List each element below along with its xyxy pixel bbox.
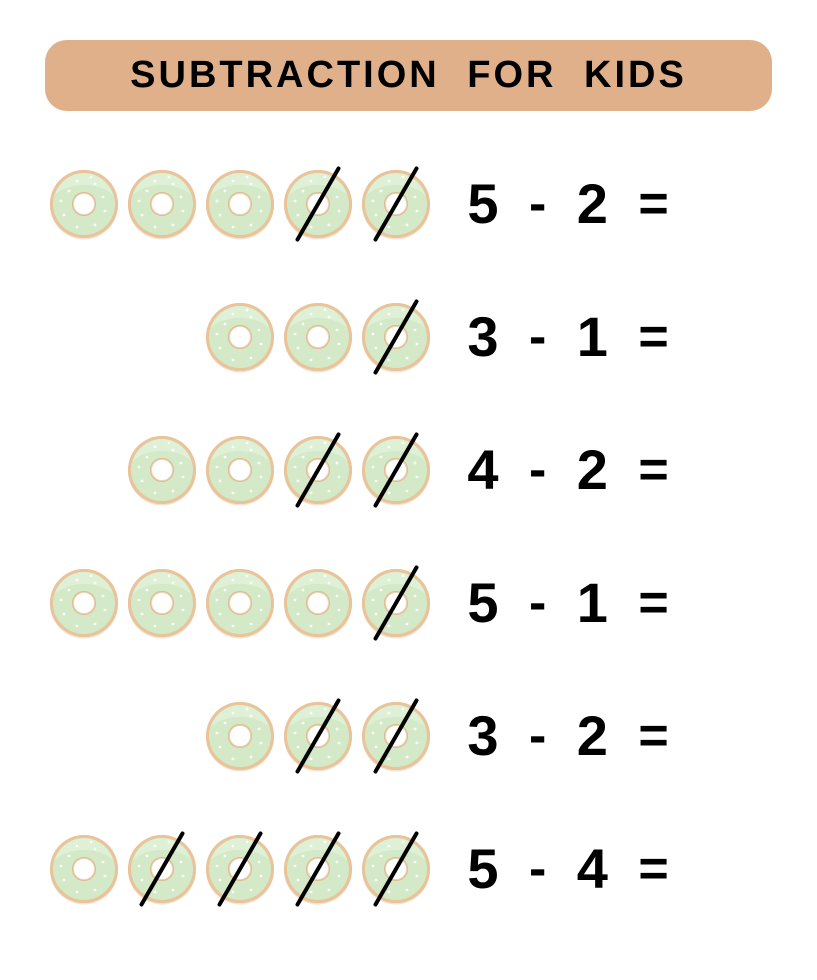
minus-operator: - — [529, 307, 546, 367]
equals-operator: = — [638, 307, 668, 367]
equation: 4 - 2 = — [445, 437, 669, 502]
donut-icon — [359, 699, 433, 773]
minuend: 3 — [465, 703, 501, 768]
title-banner: SUBTRACTION FOR KIDS — [45, 40, 772, 111]
problem-row: 5 - 2 = — [45, 161, 772, 246]
donut-icon — [281, 433, 355, 507]
equation: 5 - 4 = — [445, 836, 669, 901]
minuend: 3 — [465, 304, 501, 369]
donuts-area — [45, 566, 445, 640]
equals-operator: = — [638, 706, 668, 766]
problem-row: 3 - 2 = — [45, 693, 772, 778]
minuend: 5 — [465, 171, 501, 236]
donut-icon — [125, 832, 199, 906]
donut-icon — [281, 300, 355, 374]
subtrahend: 1 — [574, 304, 610, 369]
page-title: SUBTRACTION FOR KIDS — [65, 54, 752, 97]
donut-icon — [203, 300, 277, 374]
equals-operator: = — [638, 839, 668, 899]
equation: 3 - 1 = — [445, 304, 669, 369]
donut-icon — [281, 566, 355, 640]
subtrahend: 4 — [574, 836, 610, 901]
equation: 5 - 1 = — [445, 570, 669, 635]
equals-operator: = — [638, 440, 668, 500]
donuts-area — [45, 167, 445, 241]
donuts-area — [45, 433, 445, 507]
donut-icon — [203, 167, 277, 241]
equals-operator: = — [638, 573, 668, 633]
donut-icon — [281, 699, 355, 773]
donut-icon — [359, 832, 433, 906]
donut-icon — [203, 699, 277, 773]
equals-operator: = — [638, 174, 668, 234]
equation: 5 - 2 = — [445, 171, 669, 236]
donut-icon — [47, 167, 121, 241]
problems-container: 5 - 2 = — [45, 161, 772, 911]
minuend: 5 — [465, 570, 501, 635]
subtrahend: 2 — [574, 171, 610, 236]
donut-icon — [203, 832, 277, 906]
donut-icon — [359, 167, 433, 241]
donut-icon — [359, 300, 433, 374]
donut-icon — [47, 832, 121, 906]
donut-icon — [359, 566, 433, 640]
problem-row: 3 - 1 = — [45, 294, 772, 379]
minuend: 5 — [465, 836, 501, 901]
donuts-area — [45, 300, 445, 374]
donut-icon — [203, 566, 277, 640]
donut-icon — [203, 433, 277, 507]
minus-operator: - — [529, 440, 546, 500]
donut-icon — [359, 433, 433, 507]
problem-row: 5 - 4 = — [45, 826, 772, 911]
subtrahend: 2 — [574, 437, 610, 502]
donut-icon — [281, 832, 355, 906]
subtrahend: 2 — [574, 703, 610, 768]
donut-icon — [281, 167, 355, 241]
minuend: 4 — [465, 437, 501, 502]
donut-icon — [125, 167, 199, 241]
minus-operator: - — [529, 174, 546, 234]
subtrahend: 1 — [574, 570, 610, 635]
donuts-area — [45, 832, 445, 906]
equation: 3 - 2 = — [445, 703, 669, 768]
problem-row: 4 - 2 = — [45, 427, 772, 512]
minus-operator: - — [529, 839, 546, 899]
donuts-area — [45, 699, 445, 773]
problem-row: 5 - 1 = — [45, 560, 772, 645]
donut-icon — [125, 433, 199, 507]
donut-icon — [47, 566, 121, 640]
minus-operator: - — [529, 706, 546, 766]
donut-icon — [125, 566, 199, 640]
minus-operator: - — [529, 573, 546, 633]
